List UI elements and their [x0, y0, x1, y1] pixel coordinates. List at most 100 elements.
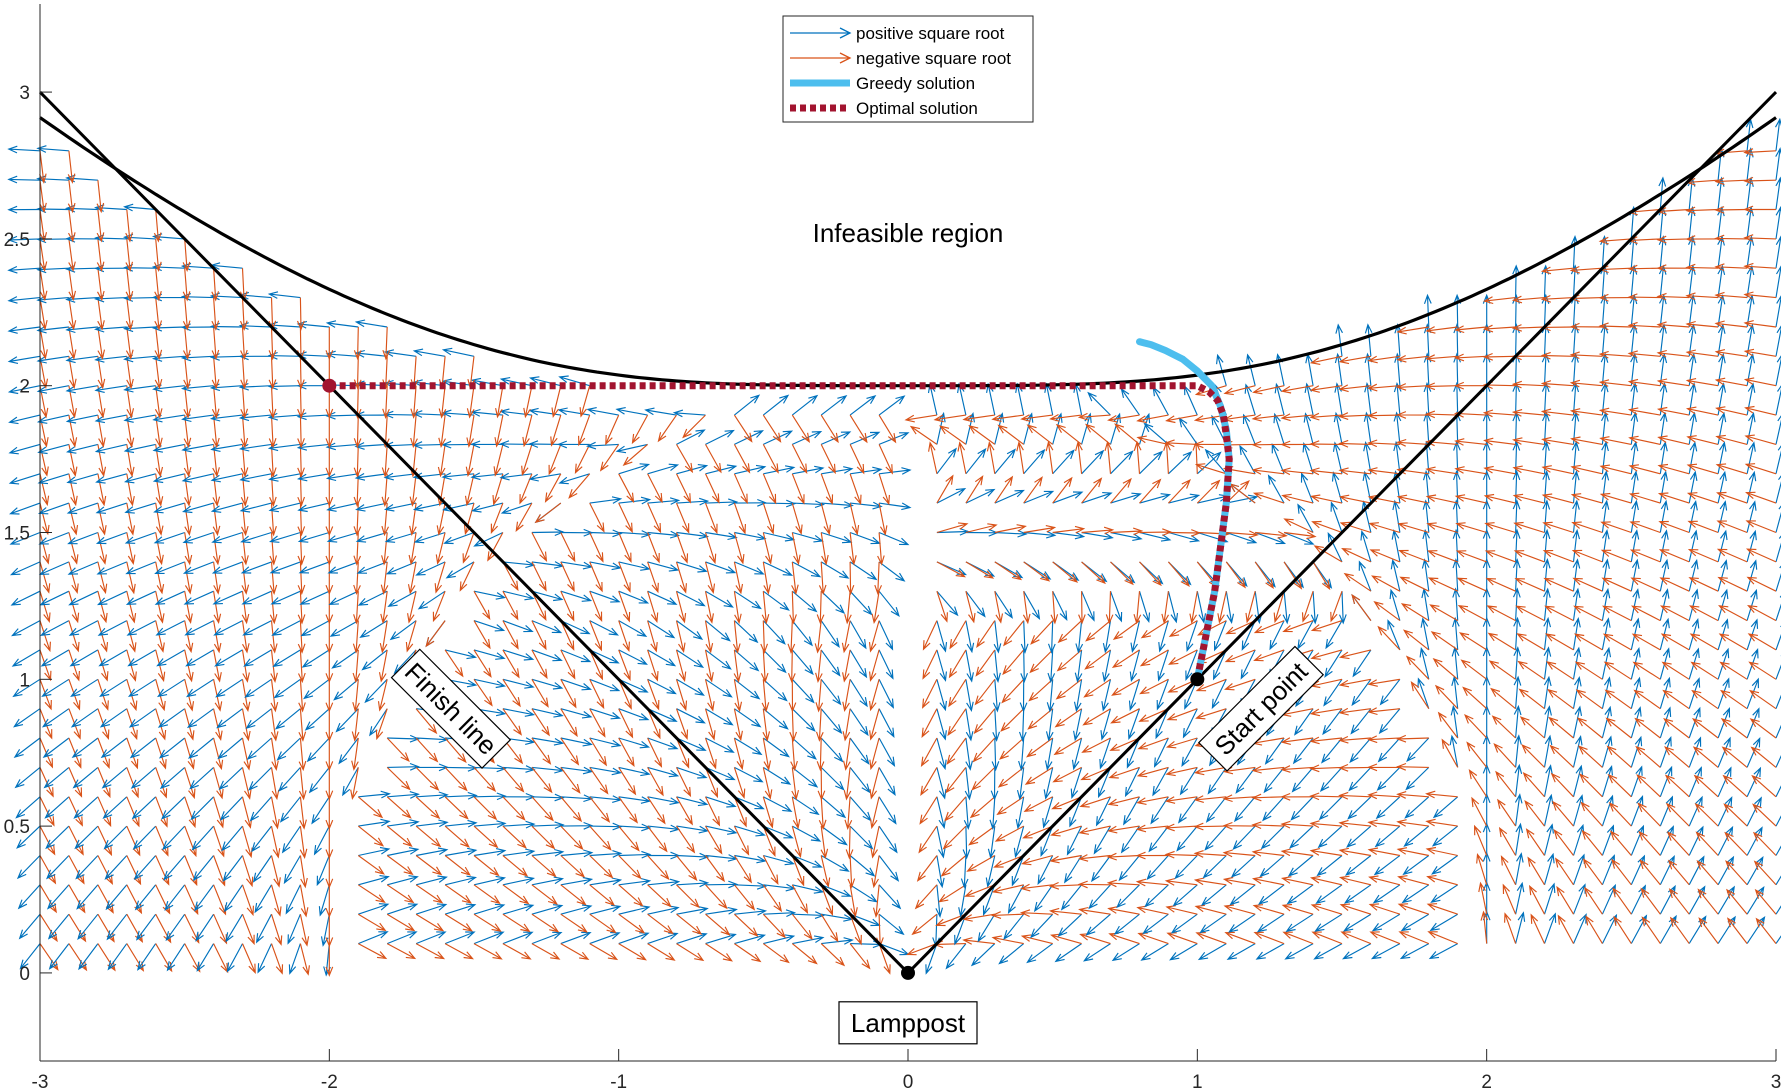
field-arrow-negative: [1165, 737, 1198, 749]
field-arrow-positive: [762, 394, 790, 416]
field-arrow-negative: [1049, 854, 1082, 864]
field-arrow-negative: [96, 180, 105, 214]
field-arrow-negative: [791, 767, 800, 801]
field-arrow-negative: [1425, 790, 1458, 799]
field-arrow-positive: [994, 529, 1028, 538]
field-arrow-positive: [239, 502, 272, 513]
field-arrow-positive: [1601, 587, 1611, 621]
field-arrow-positive: [192, 855, 215, 882]
field-arrow-positive: [763, 465, 796, 475]
field-arrow-positive: [618, 649, 648, 665]
field-arrow-positive: [585, 441, 619, 450]
field-arrow-negative: [1023, 561, 1051, 582]
field-arrow-negative: [946, 737, 967, 765]
field-arrow-negative: [733, 649, 742, 683]
field-arrow-positive: [1452, 616, 1460, 650]
field-arrow-positive: [1085, 913, 1111, 936]
field-arrow-negative: [415, 943, 446, 960]
field-arrow-negative: [155, 503, 164, 536]
field-arrow-positive: [502, 590, 535, 601]
field-arrow-positive: [1099, 737, 1112, 770]
field-arrow-negative: [241, 708, 251, 742]
lamppost-label-text: Lamppost: [851, 1008, 966, 1038]
field-arrow-negative: [1135, 851, 1169, 860]
field-arrow-negative: [155, 591, 165, 624]
field-arrow-negative: [816, 737, 825, 772]
field-arrow-positive: [820, 649, 841, 677]
field-arrow-positive: [1572, 734, 1583, 768]
field-arrow-positive: [1088, 884, 1111, 910]
field-arrow-positive: [647, 708, 678, 722]
field-arrow-positive: [734, 394, 761, 416]
field-arrow-negative: [1714, 349, 1748, 357]
field-arrow-negative: [1280, 848, 1314, 857]
field-arrow-positive: [1572, 646, 1582, 680]
field-arrow-negative: [1629, 521, 1661, 534]
field-arrow-negative: [381, 473, 390, 507]
field-arrow-negative: [1640, 887, 1661, 915]
field-arrow-positive: [1659, 825, 1674, 856]
field-arrow-positive: [820, 678, 842, 706]
field-arrow-positive: [335, 708, 359, 733]
field-arrow-positive: [618, 877, 652, 886]
field-arrow-negative: [849, 532, 857, 566]
field-arrow-negative: [1656, 406, 1690, 416]
field-arrow-negative: [1400, 603, 1430, 622]
field-arrow-positive: [1081, 531, 1114, 541]
field-arrow-negative: [184, 561, 193, 595]
field-arrow-negative: [1280, 385, 1314, 394]
field-arrow-negative: [1521, 743, 1545, 768]
field-arrow-positive: [1011, 855, 1025, 887]
field-arrow-positive: [74, 825, 99, 850]
field-arrow-positive: [184, 620, 214, 636]
field-arrow-positive: [1389, 588, 1401, 621]
field-arrow-negative: [940, 855, 967, 877]
field-arrow-positive: [1358, 560, 1372, 592]
field-arrow-positive: [1572, 587, 1581, 621]
field-arrow-negative: [1530, 913, 1546, 944]
field-arrow-positive: [1330, 501, 1343, 533]
field-arrow-positive: [1746, 411, 1756, 445]
field-arrow-negative: [353, 415, 362, 449]
field-arrow-negative: [1281, 903, 1314, 915]
field-arrow-positive: [763, 934, 796, 945]
field-arrow-negative: [353, 473, 362, 508]
field-arrow-negative: [1226, 530, 1259, 539]
field-arrow-positive: [676, 649, 705, 669]
field-arrow-negative: [964, 884, 996, 897]
field-arrow-positive: [499, 377, 533, 387]
field-arrow-positive: [1047, 649, 1056, 684]
field-arrow-positive: [618, 463, 651, 475]
field-arrow-positive: [1775, 147, 1781, 181]
field-arrow-negative: [1055, 423, 1082, 445]
field-arrow-positive: [1269, 620, 1285, 651]
field-arrow-positive: [1601, 676, 1612, 709]
field-arrow-negative: [1311, 931, 1343, 945]
field-arrow-negative: [1054, 708, 1082, 728]
field-arrow-negative: [1516, 633, 1545, 651]
field-arrow-negative: [1743, 262, 1777, 271]
field-arrow-negative: [1024, 766, 1054, 785]
field-arrow-positive: [100, 737, 128, 759]
field-arrow-positive: [1071, 737, 1083, 771]
field-arrow-positive: [17, 884, 41, 910]
field-arrow-negative: [270, 767, 280, 801]
field-arrow-negative: [466, 415, 475, 448]
field-arrow-negative: [1540, 266, 1574, 275]
field-arrow-negative: [560, 649, 576, 680]
field-arrow-positive: [1232, 825, 1256, 851]
field-arrow-negative: [465, 444, 475, 478]
field-arrow-positive: [528, 440, 561, 448]
field-arrow-negative: [762, 561, 771, 595]
field-arrow-negative: [589, 620, 602, 652]
field-arrow-negative: [1687, 520, 1719, 534]
field-arrow-negative: [1111, 678, 1140, 696]
field-arrow-positive: [1325, 620, 1343, 650]
field-arrow-negative: [733, 679, 743, 713]
field-arrow-positive: [1291, 767, 1314, 793]
field-arrow-negative: [920, 737, 938, 768]
field-arrow-positive: [1020, 620, 1029, 654]
field-arrow-positive: [1273, 412, 1285, 445]
field-arrow-negative: [846, 561, 855, 596]
field-arrow-negative: [878, 943, 891, 975]
